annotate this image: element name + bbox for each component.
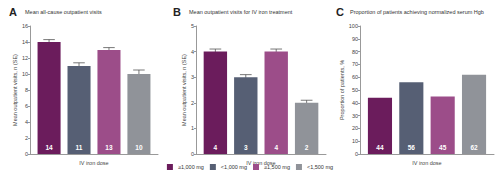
svg-text:100: 100	[349, 23, 358, 29]
svg-text:56: 56	[408, 144, 416, 151]
svg-text:B: B	[173, 6, 181, 18]
svg-text:12: 12	[22, 55, 28, 61]
svg-text:3: 3	[191, 74, 194, 80]
svg-text:50: 50	[352, 87, 358, 93]
svg-text:40: 40	[352, 100, 358, 106]
svg-text:C: C	[336, 6, 344, 18]
svg-text:60: 60	[352, 74, 358, 80]
svg-text:<1,000 mg: <1,000 mg	[221, 164, 247, 170]
svg-text:<1,500 mg: <1,500 mg	[307, 164, 333, 170]
svg-text:11: 11	[76, 144, 83, 151]
svg-text:70: 70	[352, 61, 358, 67]
svg-text:80: 80	[352, 49, 358, 55]
svg-text:4: 4	[214, 144, 218, 151]
svg-text:10: 10	[135, 144, 143, 151]
svg-text:0: 0	[25, 151, 28, 157]
svg-text:≥1,000 mg: ≥1,000 mg	[178, 164, 204, 170]
svg-text:2: 2	[191, 100, 194, 106]
svg-text:16: 16	[22, 23, 28, 29]
svg-text:2: 2	[25, 135, 28, 141]
svg-text:62: 62	[470, 144, 478, 151]
svg-text:0: 0	[355, 151, 358, 157]
svg-text:IV iron dose: IV iron dose	[246, 160, 276, 166]
svg-text:5: 5	[191, 23, 194, 29]
svg-text:Proportion of patients achievi: Proportion of patients achieving normali…	[350, 9, 484, 15]
svg-text:Mean outpatient visits, n (SE): Mean outpatient visits, n (SE)	[181, 54, 187, 126]
svg-text:14: 14	[22, 39, 28, 45]
svg-text:4: 4	[274, 144, 278, 151]
svg-text:10: 10	[22, 71, 28, 77]
svg-text:20: 20	[352, 125, 358, 131]
svg-text:8: 8	[25, 87, 28, 93]
svg-text:44: 44	[376, 144, 384, 151]
svg-text:10: 10	[352, 138, 358, 144]
svg-text:IV iron dose: IV iron dose	[412, 160, 441, 166]
svg-text:0: 0	[191, 151, 194, 157]
svg-text:Mean all-cause outpatient visi: Mean all-cause outpatient visits	[25, 9, 102, 15]
svg-text:45: 45	[439, 144, 447, 151]
svg-text:90: 90	[352, 36, 358, 42]
svg-text:30: 30	[352, 113, 358, 119]
svg-text:Mean outpatient visits, n (SE): Mean outpatient visits, n (SE)	[12, 54, 18, 126]
svg-text:3: 3	[244, 144, 248, 151]
svg-text:A: A	[9, 6, 17, 18]
svg-text:13: 13	[105, 144, 113, 151]
svg-text:1: 1	[191, 125, 194, 131]
svg-text:6: 6	[25, 103, 28, 109]
svg-text:Proportion of patients, %: Proportion of patients, %	[339, 60, 345, 120]
svg-text:14: 14	[45, 144, 53, 151]
svg-text:2: 2	[305, 144, 309, 151]
svg-text:≥1,500 mg: ≥1,500 mg	[264, 164, 290, 170]
svg-text:Mean outpatient visits for IV: Mean outpatient visits for IV iron treat…	[189, 9, 293, 15]
svg-text:4: 4	[25, 119, 28, 125]
svg-text:4: 4	[191, 49, 194, 55]
svg-text:IV iron dose: IV iron dose	[79, 160, 108, 166]
